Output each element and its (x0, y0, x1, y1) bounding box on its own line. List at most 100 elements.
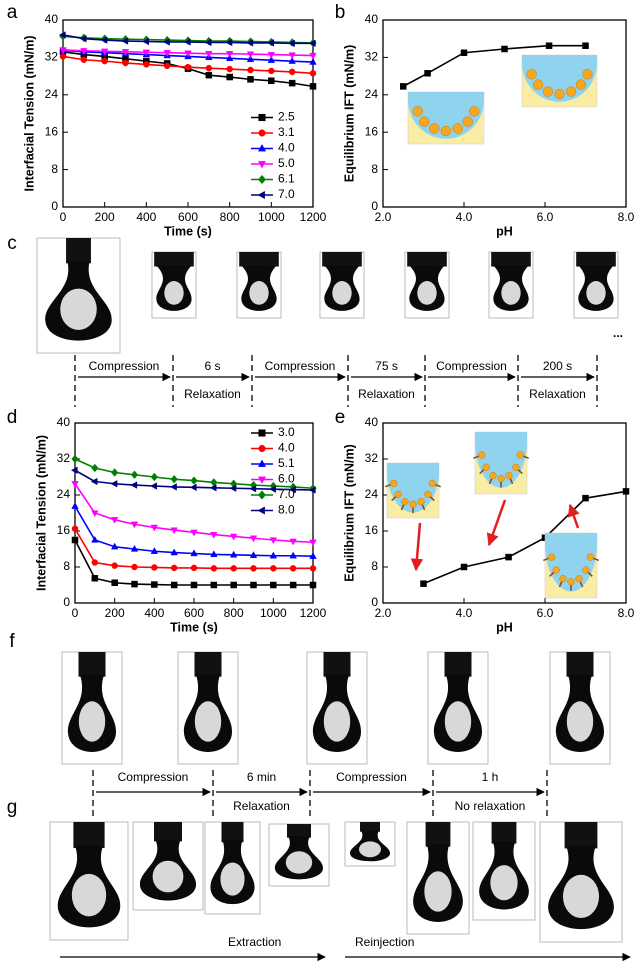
droplet-image (319, 251, 365, 319)
droplet-image (472, 821, 536, 921)
nanoparticle (575, 575, 583, 583)
y-tick-label: 0 (371, 199, 378, 213)
marker (91, 575, 99, 582)
marker (420, 580, 427, 587)
marker (163, 50, 171, 57)
marker (308, 39, 316, 48)
droplet-image (177, 651, 239, 765)
marker (91, 510, 99, 518)
marker (170, 548, 178, 556)
series-line (74, 539, 313, 586)
capillary (491, 252, 531, 267)
y-tick-label: 16 (45, 124, 59, 138)
legend-marker (257, 190, 265, 200)
nanoparticle (586, 553, 594, 561)
capillary (194, 652, 222, 677)
nanoparticle (412, 106, 423, 117)
marker (268, 77, 275, 85)
marker (80, 48, 88, 55)
marker (142, 49, 151, 57)
marker (225, 38, 233, 47)
panel-label: f (9, 631, 15, 652)
marker (170, 581, 178, 589)
legend-marker (257, 459, 267, 467)
marker (268, 67, 275, 75)
drop-highlight (78, 701, 106, 742)
marker (270, 581, 277, 589)
marker (582, 494, 589, 502)
nanoparticle (532, 79, 544, 90)
x-tick-label: 2.0 (375, 210, 392, 224)
y-tick-label: 40 (45, 12, 59, 26)
nanoparticle (452, 123, 463, 134)
marker (205, 51, 213, 58)
nanoparticle (505, 471, 513, 480)
capillary (154, 252, 194, 267)
marker (100, 48, 109, 56)
schematic-inset (473, 431, 529, 495)
marker (130, 544, 139, 552)
marker (130, 481, 138, 489)
legend-label: 7.0 (278, 487, 295, 501)
droplet-image (151, 251, 197, 319)
drop-highlight (164, 281, 184, 305)
plot-frame (382, 422, 627, 604)
capillary (154, 822, 182, 842)
marker (545, 42, 553, 49)
marker (288, 68, 296, 76)
schematic-inset (543, 532, 599, 599)
capillary (221, 822, 244, 843)
nanoparticle (512, 463, 520, 471)
marker (210, 531, 218, 539)
legend-label: 3.1 (278, 125, 295, 139)
droplet-image (268, 823, 330, 887)
marker (59, 47, 67, 55)
marker (131, 563, 138, 571)
y-tick-label: 24 (365, 487, 379, 501)
marker (70, 466, 78, 474)
nanoparticle (582, 566, 590, 574)
plot-frame (382, 19, 627, 208)
legend-marker (257, 144, 267, 152)
marker (150, 482, 157, 490)
legend-marker (258, 129, 266, 137)
marker (267, 39, 274, 47)
marker (151, 581, 158, 588)
marker (205, 71, 213, 79)
marker (249, 535, 258, 543)
step-label: Relaxation (184, 387, 241, 401)
droplet-image (236, 251, 282, 319)
series-line (423, 490, 627, 585)
step-label: Compression (89, 359, 160, 373)
capillary (78, 652, 106, 677)
drop-highlight (566, 701, 594, 742)
capillary (564, 822, 598, 849)
schematic-inset (521, 54, 598, 108)
droplet-image (427, 651, 489, 765)
marker (80, 56, 88, 63)
droplet-image (404, 251, 450, 319)
x-tick-label: 400 (144, 606, 164, 620)
marker (309, 70, 317, 77)
legend-label: 7.0 (278, 187, 295, 201)
x-tick-label: 200 (105, 606, 125, 620)
capillary (239, 252, 279, 267)
marker (150, 472, 158, 482)
drop-highlight (194, 701, 222, 742)
y-tick-label: 32 (45, 50, 59, 64)
marker (247, 76, 254, 83)
step-label: Compression (436, 359, 507, 373)
marker (210, 550, 218, 558)
legend-label: 6.0 (278, 472, 295, 486)
marker (309, 565, 317, 572)
marker (143, 61, 150, 68)
x-tick-label: 1000 (258, 210, 285, 224)
legend-label: 2.5 (278, 110, 295, 124)
marker (170, 474, 178, 484)
drop-highlight (71, 873, 107, 917)
marker (308, 486, 316, 494)
drop-highlight (586, 281, 606, 305)
legend-marker (257, 476, 267, 484)
droplet-image (539, 821, 623, 943)
